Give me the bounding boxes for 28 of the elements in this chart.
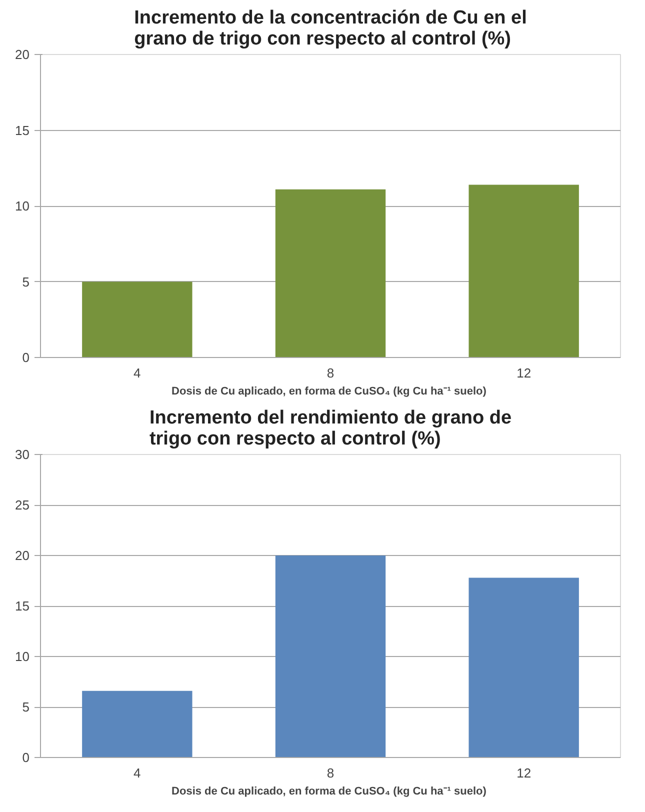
y-tick-label: 0 [22,350,30,365]
bar [275,189,386,358]
y-tick-label: 20 [15,548,30,563]
chart-title: Incremento de la concentración de Cu en el grano de trigo con respecto al control (%) [134,8,527,50]
bar [82,282,192,358]
x-tick-label: 8 [326,766,334,780]
x-tick-label: 12 [516,766,532,780]
y-tick-label: 5 [22,700,30,714]
bar [82,690,192,758]
x-axis-title: Dosis de Cu aplicado, en forma de CuSO₄ (kg Cu ha⁻¹ suelo) [172,386,487,398]
y-tick-label: 15 [15,122,30,138]
chart-title: Incremento del rendimiento de grano de trigo con respecto al control (%) [149,408,512,450]
x-tick-label: 4 [134,366,141,380]
y-tick-label: 15 [15,598,30,614]
x-tick-label: 12 [516,366,532,380]
y-tick-label: 25 [15,498,30,512]
y-tick-label: 5 [22,274,30,290]
y-tick-label: 20 [15,47,30,62]
x-tick-label: 4 [134,766,141,780]
y-tick-label: 10 [15,198,30,214]
x-axis-title: Dosis de Cu aplicado, en forma de CuSO₄ (kg Cu ha⁻¹ suelo) [172,786,487,798]
y-tick-label: 30 [15,447,30,462]
y-tick-label: 10 [15,649,30,664]
x-tick-label: 8 [326,366,334,380]
y-tick-label: 0 [22,750,30,765]
bar [275,556,386,758]
bar [468,578,579,758]
bar [468,184,579,358]
